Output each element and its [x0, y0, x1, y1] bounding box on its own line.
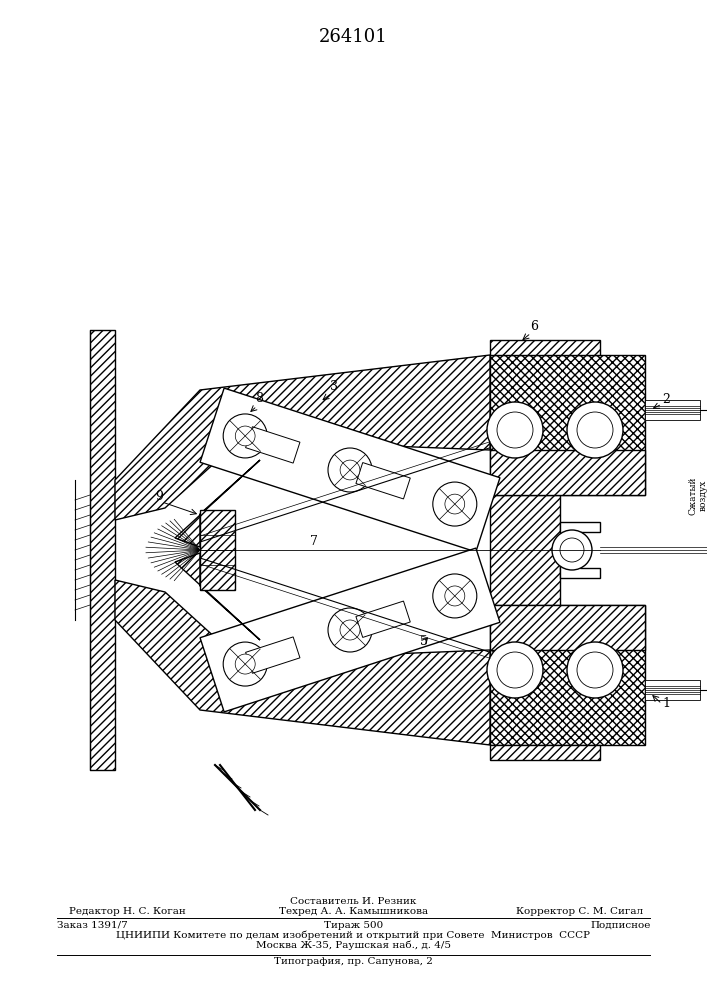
Circle shape [560, 538, 584, 562]
Text: 6: 6 [530, 320, 538, 333]
Text: Подписное: Подписное [590, 920, 650, 930]
Text: 5: 5 [420, 635, 428, 648]
Text: Заказ 1391/7: Заказ 1391/7 [57, 920, 127, 930]
Circle shape [328, 448, 372, 492]
Polygon shape [115, 355, 490, 520]
Polygon shape [175, 553, 260, 640]
Polygon shape [175, 460, 260, 547]
Circle shape [433, 574, 477, 618]
Text: Корректор С. М. Сигал: Корректор С. М. Сигал [516, 908, 643, 916]
Circle shape [487, 642, 543, 698]
Text: 8: 8 [255, 392, 263, 405]
Text: 3: 3 [330, 380, 338, 393]
Circle shape [235, 426, 255, 446]
Circle shape [552, 530, 592, 570]
Circle shape [340, 460, 360, 480]
Polygon shape [356, 463, 410, 499]
Polygon shape [490, 745, 600, 760]
Polygon shape [200, 510, 235, 590]
Text: Техред А. А. Камышникова: Техред А. А. Камышникова [279, 908, 428, 916]
Text: Москва Ж-35, Раушская наб., д. 4/5: Москва Ж-35, Раушская наб., д. 4/5 [256, 940, 451, 950]
Text: Составитель И. Резник: Составитель И. Резник [291, 898, 416, 906]
Circle shape [223, 642, 267, 686]
Text: 7: 7 [310, 535, 318, 548]
Circle shape [567, 402, 623, 458]
Circle shape [487, 402, 543, 458]
Circle shape [340, 620, 360, 640]
Circle shape [497, 652, 533, 688]
Circle shape [223, 414, 267, 458]
Polygon shape [490, 605, 645, 745]
Circle shape [567, 642, 623, 698]
Circle shape [235, 654, 255, 674]
Text: Сжатый
воздух: Сжатый воздух [689, 477, 707, 515]
Text: 1: 1 [662, 697, 670, 710]
Polygon shape [645, 680, 700, 700]
Polygon shape [90, 330, 115, 770]
Polygon shape [645, 400, 700, 420]
Polygon shape [115, 580, 490, 745]
Circle shape [328, 608, 372, 652]
Text: 9: 9 [155, 490, 163, 503]
Text: 264101: 264101 [319, 28, 387, 46]
Polygon shape [200, 388, 500, 552]
Text: Типография, пр. Сапунова, 2: Типография, пр. Сапунова, 2 [274, 958, 433, 966]
Circle shape [445, 586, 464, 606]
Text: 2: 2 [662, 393, 670, 406]
Polygon shape [200, 548, 500, 712]
Polygon shape [245, 637, 300, 673]
Text: Тираж 500: Тираж 500 [324, 920, 383, 930]
Circle shape [497, 412, 533, 448]
Circle shape [445, 494, 464, 514]
Polygon shape [490, 340, 600, 355]
Polygon shape [490, 355, 645, 495]
Circle shape [577, 412, 613, 448]
Text: Редактор Н. С. Коган: Редактор Н. С. Коган [69, 908, 186, 916]
Polygon shape [490, 495, 560, 605]
Polygon shape [245, 427, 300, 463]
Circle shape [577, 652, 613, 688]
Polygon shape [490, 450, 645, 495]
Polygon shape [356, 601, 410, 637]
Polygon shape [560, 522, 600, 578]
Circle shape [433, 482, 477, 526]
Text: ЦНИИПИ Комитете по делам изобретений и открытий при Совете  Министров  СССР: ЦНИИПИ Комитете по делам изобретений и о… [117, 930, 590, 940]
Polygon shape [490, 605, 645, 650]
